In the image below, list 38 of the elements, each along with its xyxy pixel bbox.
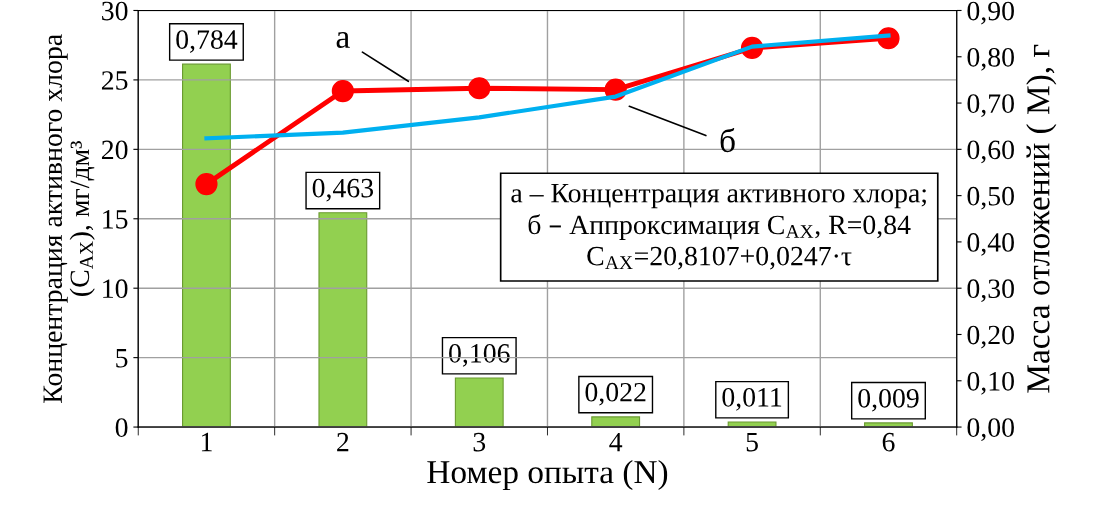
y-tick-label: 10 <box>103 279 128 299</box>
y-tick-label: 5 <box>116 349 128 368</box>
y2-tick-label: 0,00 <box>967 418 1014 441</box>
x-tick-label: 4 <box>609 432 623 452</box>
data-label: 0,784 <box>176 30 238 53</box>
data-label: 0,463 <box>312 178 374 202</box>
x-axis-title: Номер опыта (N) <box>427 459 668 491</box>
y-tick-label: 15 <box>103 210 128 229</box>
y-tick-label: 0 <box>115 418 128 437</box>
y2-axis-title: Масса отложений ( М), г <box>1026 44 1057 393</box>
y2-tick-label: 0,40 <box>967 233 1014 256</box>
y2-tick-label: 0,10 <box>967 371 1014 395</box>
data-label: 0,022 <box>585 382 646 406</box>
data-label: 0,009 <box>858 388 919 412</box>
y2-tick-label: 0,50 <box>967 186 1014 210</box>
y2-tick-label: 0,30 <box>967 279 1014 303</box>
y2-tick-label: 0,20 <box>967 325 1014 349</box>
annotation: б <box>720 127 735 153</box>
y-tick-label: 25 <box>101 71 128 90</box>
point <box>468 77 491 100</box>
y2-tick-label: 0,80 <box>967 47 1014 71</box>
x-tick-label: 1 <box>201 432 212 452</box>
data-label: 0,011 <box>722 387 782 411</box>
point <box>195 172 218 196</box>
x-tick-label: 6 <box>882 432 895 452</box>
point <box>331 79 354 103</box>
y-tick-label: 30 <box>102 1 128 21</box>
x-tick-label: 3 <box>473 432 486 452</box>
bar <box>591 416 641 428</box>
y2-tick-label: 0,60 <box>967 140 1014 164</box>
annotation: а <box>336 32 350 48</box>
y-tick-label: 20 <box>101 140 128 160</box>
x-tick-label: 5 <box>746 433 758 452</box>
y-axis-title: Концентрация активного хлора (C$_{AX}$), мг/дм³ <box>43 34 95 403</box>
y2-tick-label: 0,90 <box>967 1 1014 25</box>
y2-tick-label: 0,70 <box>967 94 1014 117</box>
text: а – Концентрация активного хлора; б – Аппроксимация C$_{AX}$, R=0,84 C$_{AX}$=20,8107+0,0247·τ <box>511 184 926 270</box>
x-tick-label: 2 <box>337 432 349 452</box>
